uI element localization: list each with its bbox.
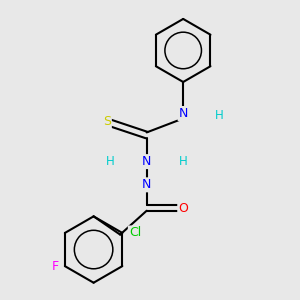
Text: N: N: [142, 178, 152, 191]
Text: H: H: [106, 155, 115, 168]
Text: H: H: [215, 109, 224, 122]
Text: H: H: [179, 155, 188, 168]
Text: N: N: [178, 107, 188, 120]
Text: O: O: [178, 202, 188, 214]
Text: Cl: Cl: [129, 226, 141, 239]
Text: N: N: [142, 155, 152, 168]
Text: F: F: [52, 260, 59, 273]
Text: S: S: [103, 115, 111, 128]
